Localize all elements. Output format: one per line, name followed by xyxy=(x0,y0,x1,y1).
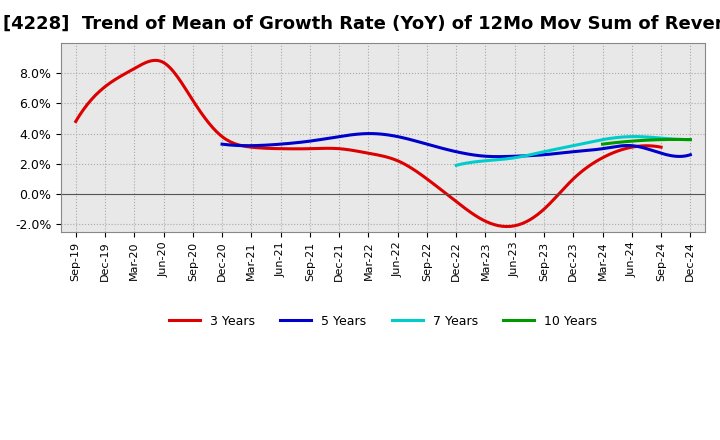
10 Years xyxy=(671,137,680,142)
5 Years xyxy=(220,142,228,147)
3 Years xyxy=(502,224,510,229)
Line: 3 Years: 3 Years xyxy=(76,60,661,227)
7 Years xyxy=(686,137,695,142)
3 Years xyxy=(71,119,80,124)
5 Years xyxy=(365,131,374,136)
7 Years xyxy=(595,138,604,143)
5 Years xyxy=(508,154,516,159)
10 Years xyxy=(598,142,607,147)
7 Years xyxy=(650,135,659,140)
Line: 7 Years: 7 Years xyxy=(456,136,690,165)
10 Years xyxy=(652,137,661,143)
3 Years xyxy=(569,176,577,182)
7 Years xyxy=(591,138,600,143)
5 Years xyxy=(616,143,624,149)
5 Years xyxy=(498,154,507,159)
Legend: 3 Years, 5 Years, 7 Years, 10 Years: 3 Years, 5 Years, 7 Years, 10 Years xyxy=(164,310,602,333)
7 Years xyxy=(453,162,462,168)
5 Years xyxy=(493,154,502,159)
10 Years xyxy=(650,137,659,143)
10 Years xyxy=(650,137,659,143)
10 Years xyxy=(678,137,687,142)
7 Years xyxy=(452,163,461,168)
3 Years xyxy=(420,174,428,180)
10 Years xyxy=(686,137,695,142)
Line: 5 Years: 5 Years xyxy=(222,134,690,157)
10 Years xyxy=(598,142,607,147)
5 Years xyxy=(686,152,695,158)
5 Years xyxy=(645,147,654,152)
3 Years xyxy=(431,183,440,188)
7 Years xyxy=(665,136,673,141)
10 Years xyxy=(672,137,681,142)
5 Years xyxy=(500,154,508,159)
7 Years xyxy=(630,134,639,139)
3 Years xyxy=(657,144,665,150)
7 Years xyxy=(590,139,599,144)
Title: [4228]  Trend of Mean of Growth Rate (YoY) of 12Mo Mov Sum of Revenues: [4228] Trend of Mean of Growth Rate (YoY… xyxy=(3,15,720,33)
3 Years xyxy=(606,151,614,157)
5 Years xyxy=(217,142,226,147)
3 Years xyxy=(422,176,431,181)
Line: 10 Years: 10 Years xyxy=(603,139,690,144)
3 Years xyxy=(152,58,161,63)
3 Years xyxy=(73,116,82,121)
